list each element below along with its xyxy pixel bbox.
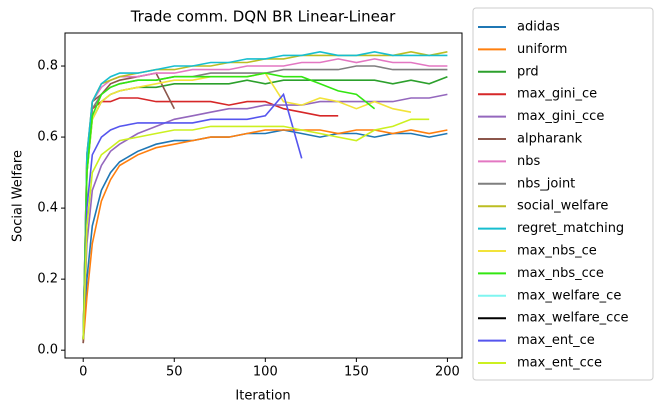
series-line	[82, 72, 412, 340]
legend-label: max_gini_cce	[517, 109, 604, 124]
legend-label: nbs	[517, 154, 540, 169]
x-axis-label: Iteration	[235, 389, 290, 404]
x-tick-label: 50	[166, 365, 183, 380]
legend-label: social_welfare	[517, 199, 608, 214]
x-tick-label: 150	[344, 365, 369, 380]
y-tick-label: 0.8	[37, 59, 58, 74]
y-tick-label: 0.4	[37, 201, 58, 216]
series-line	[82, 92, 303, 340]
x-tick-label: 200	[435, 365, 460, 380]
x-tick-label: 0	[79, 365, 87, 380]
series-line	[82, 50, 448, 340]
legend-label: max_ent_cce	[517, 356, 602, 371]
y-tick-label: 0.0	[37, 343, 58, 358]
x-tick-label: 100	[253, 365, 278, 380]
series-line	[82, 93, 448, 340]
series-line	[82, 97, 339, 340]
plot-frame	[64, 32, 463, 359]
chart-title: Trade comm. DQN BR Linear-Linear	[130, 8, 396, 26]
legend-label: regret_matching	[517, 221, 624, 236]
legend-label: max_welfare_ce	[517, 288, 621, 303]
legend-label: max_gini_ce	[517, 87, 597, 102]
y-tick-label: 0.2	[37, 272, 58, 287]
legend-label: max_welfare_cce	[517, 311, 628, 326]
legend-label: max_nbs_cce	[517, 266, 604, 281]
legend-label: max_ent_ce	[517, 333, 595, 348]
y-axis-label: Social Welfare	[11, 150, 26, 242]
series-line	[82, 65, 448, 340]
legend-label: max_nbs_ce	[517, 244, 597, 259]
legend-label: prd	[517, 64, 539, 79]
legend-label: adidas	[517, 20, 560, 35]
series-line	[82, 118, 430, 340]
series-line	[82, 50, 448, 340]
series-line	[82, 72, 376, 340]
legend-label: alpharank	[517, 132, 583, 147]
legend-label: nbs_joint	[517, 176, 575, 191]
legend-label: uniform	[517, 42, 567, 57]
series-line	[82, 129, 448, 344]
y-tick-label: 0.6	[37, 130, 58, 145]
series-line	[82, 129, 448, 344]
legend-box	[472, 7, 654, 381]
